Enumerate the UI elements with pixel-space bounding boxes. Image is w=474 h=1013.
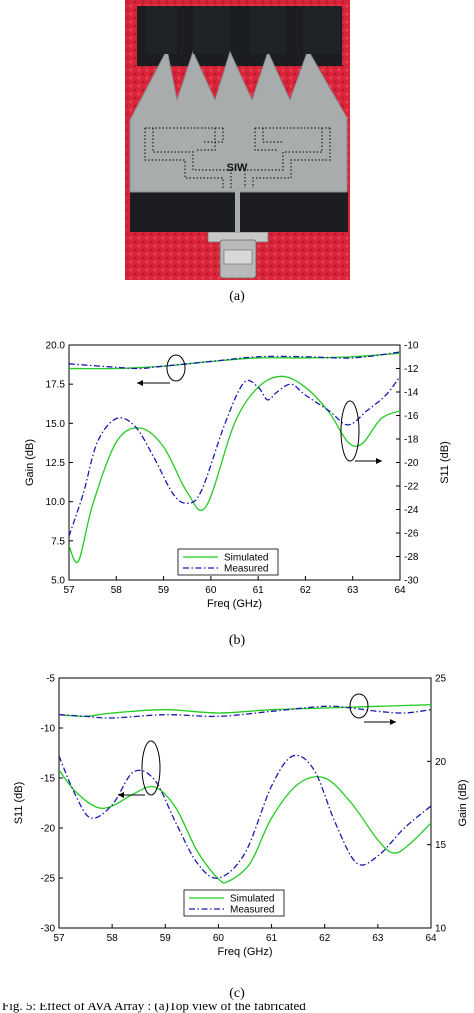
right-tick-label: -18	[404, 435, 419, 446]
right-tick-label: -24	[404, 505, 419, 516]
caption-b: (b)	[228, 633, 246, 648]
plot-frame	[58, 677, 432, 929]
metal-plate	[129, 48, 348, 193]
legend-label-simulated: Simulated	[230, 894, 274, 905]
x-tick-label: 62	[319, 933, 331, 944]
legend-box	[177, 548, 279, 576]
chart-s11-gain: 57 58 59 60 61 62 63 64 -5 -10 -15 -20 -25 -30 25 20 15 1…	[13, 674, 469, 959]
right-tick-label: -22	[404, 482, 419, 493]
antenna-element-3	[250, 6, 286, 54]
axis-indicator-arrowhead	[118, 792, 124, 798]
x-axis-label: Freq (GHz)	[207, 598, 262, 610]
right-tick-label: 10	[435, 924, 447, 935]
x-tick-label: 61	[266, 933, 278, 944]
antenna-element-4	[303, 6, 341, 54]
caption-a: (a)	[229, 289, 245, 304]
axis-indicator-ellipse	[349, 693, 369, 719]
right-axis-label: Gain (dB)	[457, 779, 469, 826]
left-tick-label: 12.5	[46, 458, 66, 469]
left-tick-label: 7.5	[51, 536, 65, 547]
footer-text: Fig. 5: Effect of AVA Array : (a)Top vie…	[2, 1003, 306, 1013]
x-tick-label: 57	[63, 585, 75, 596]
series-line-simulated-left	[69, 375, 400, 564]
right-tick-label: -10	[404, 341, 419, 352]
left-axis-label: S11 (dB)	[13, 782, 25, 825]
axis-indicator-arrowhead	[390, 719, 396, 725]
right-tick-label: 25	[435, 674, 447, 685]
x-tick-label: 58	[111, 585, 123, 596]
left-tick-label: 10.0	[46, 497, 66, 508]
axis-indicator-ellipse	[166, 354, 186, 382]
x-tick-label: 59	[160, 933, 172, 944]
axis-indicator-arrowhead	[137, 380, 143, 386]
x-tick-label: 59	[158, 585, 170, 596]
series-line-measured-right	[69, 351, 400, 370]
left-tick-label: -10	[41, 724, 56, 735]
legend-box	[183, 889, 285, 917]
series-line-measured-right	[59, 705, 431, 719]
feed-line	[235, 188, 240, 232]
siw-via-rows	[144, 127, 331, 188]
left-tick-label: 5.0	[51, 576, 65, 587]
legend-label-measured: Measured	[224, 564, 268, 575]
left-tick-label: -25	[41, 874, 56, 885]
x-tick-label: 63	[347, 585, 359, 596]
left-tick-label: -20	[41, 824, 56, 835]
left-tick-label: -15	[41, 774, 56, 785]
right-tick-label: -28	[404, 552, 419, 563]
caption-c: (c)	[229, 986, 245, 1001]
x-tick-label: 64	[394, 585, 406, 596]
connector-nut	[223, 249, 253, 265]
series-line-measured-left	[69, 375, 400, 537]
left-axis-label: Gain (dB)	[24, 439, 36, 486]
x-tick-label: 60	[213, 933, 225, 944]
antenna-element-2	[193, 6, 229, 54]
siw-label: SIW	[227, 162, 248, 174]
x-tick-label: 63	[372, 933, 384, 944]
x-tick-label: 60	[205, 585, 217, 596]
axis-indicator-arrowhead	[376, 458, 382, 464]
axis-indicator-ellipse	[340, 400, 360, 462]
antenna-element-1	[147, 6, 177, 54]
figure-footer-caption: Fig. 5: Effect of AVA Array : (a)Top vie…	[0, 1003, 474, 1013]
series-line-simulated-right	[59, 704, 431, 718]
right-tick-label: -14	[404, 388, 419, 399]
left-tick-label: -30	[41, 924, 56, 935]
x-axis-label: Freq (GHz)	[218, 946, 273, 958]
right-tick-label: 20	[435, 757, 447, 768]
right-tick-label: -20	[404, 458, 419, 469]
right-tick-label: -30	[404, 576, 419, 587]
legend-label-simulated: Simulated	[224, 553, 268, 564]
x-tick-label: 61	[253, 585, 265, 596]
axis-indicator-ellipse	[141, 740, 161, 796]
fabricated-antenna-photo: SIW	[125, 0, 350, 280]
legend-label-measured: Measured	[230, 905, 274, 916]
right-tick-label: -12	[404, 364, 419, 375]
plot-frame	[68, 344, 401, 581]
left-tick-label: -5	[46, 674, 55, 685]
x-tick-label: 57	[53, 933, 65, 944]
x-tick-label: 64	[425, 933, 437, 944]
x-tick-label: 62	[300, 585, 312, 596]
right-tick-label: -26	[404, 529, 419, 540]
series-line-measured-left	[59, 754, 431, 879]
right-tick-label: -16	[404, 411, 419, 422]
right-axis-label: S11 (dB)	[439, 441, 451, 484]
x-tick-label: 58	[107, 933, 119, 944]
right-tick-label: 15	[435, 840, 447, 851]
chart-gain-s11: 57 58 59 60 61 62 63 64 5.0 7.5 10.0 12.5 15.0 17.5 20…	[24, 341, 451, 611]
left-tick-label: 20.0	[46, 341, 66, 352]
series-line-simulated-right	[69, 352, 400, 370]
left-tick-label: 17.5	[46, 380, 66, 391]
series-line-simulated-left	[59, 769, 431, 884]
left-tick-label: 15.0	[46, 419, 66, 430]
